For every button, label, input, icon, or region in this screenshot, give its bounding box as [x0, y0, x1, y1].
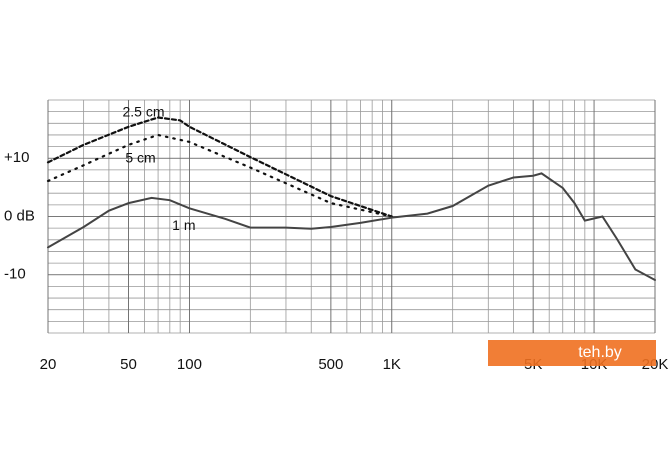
x-tick-label: 20: [40, 356, 57, 373]
y-tick-label: 0 dB: [4, 207, 35, 224]
y-tick-label: -10: [4, 266, 26, 283]
x-tick-label: 1K: [383, 356, 401, 373]
series-label: 2.5 cm: [123, 103, 165, 119]
x-tick-label: 100: [177, 356, 202, 373]
series-label: 5 cm: [125, 150, 155, 166]
x-tick-label: 500: [318, 356, 343, 373]
series-line: [46, 133, 393, 218]
x-tick-label: 50: [120, 356, 137, 373]
y-tick-label: +10: [4, 149, 29, 166]
series-line: [47, 172, 656, 281]
series-label: 1 m: [172, 217, 195, 233]
watermark: teh.by: [578, 344, 622, 361]
series-line: [46, 116, 393, 218]
watermark-bg: [488, 340, 656, 366]
